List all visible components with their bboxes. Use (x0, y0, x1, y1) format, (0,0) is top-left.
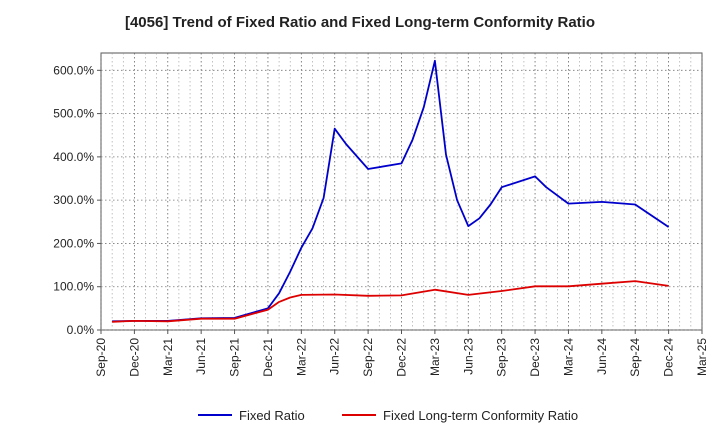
y-tick-label: 0.0% (67, 323, 95, 337)
x-tick-label: Dec-24 (662, 338, 676, 377)
x-tick-label: Jun-22 (328, 338, 342, 375)
series-line (112, 59, 670, 323)
plot-area (100, 52, 703, 331)
y-tick-label: 600.0% (53, 63, 94, 77)
y-tick-label: 200.0% (53, 236, 94, 250)
y-axis-ticks: 0.0% 100.0% 200.0% 300.0% 400.0% 500.0% 600.0% (53, 63, 101, 337)
x-tick-label: Jun-21 (194, 338, 208, 375)
series-lines (112, 59, 670, 323)
x-tick-label: Dec-21 (261, 338, 275, 377)
legend-label: Fixed Ratio (239, 408, 305, 423)
series-line (112, 280, 669, 323)
x-tick-label: Mar-23 (428, 338, 442, 376)
x-tick-label: Sep-20 (94, 338, 108, 377)
chart-title: [4056] Trend of Fixed Ratio and Fixed Lo… (124, 14, 596, 31)
x-tick-label: Mar-25 (695, 338, 709, 376)
x-tick-label: Sep-22 (361, 338, 375, 377)
x-tick-label: Sep-23 (495, 338, 509, 377)
x-tick-label: Dec-23 (528, 338, 542, 377)
x-tick-label: Dec-20 (127, 338, 141, 377)
x-tick-label: Mar-21 (161, 338, 175, 376)
y-tick-label: 500.0% (53, 107, 94, 121)
x-tick-label: Mar-24 (561, 338, 575, 376)
x-tick-label: Mar-22 (294, 338, 308, 376)
y-tick-label: 100.0% (53, 280, 94, 294)
y-tick-label: 300.0% (53, 193, 94, 207)
x-axis-ticks: Sep-20 Dec-20 Mar-21 Jun-21 Sep-21 Dec-21 Mar-… (94, 330, 709, 377)
x-tick-label: Dec-22 (395, 338, 409, 377)
x-tick-label: Jun-24 (595, 338, 609, 375)
y-tick-label: 400.0% (53, 150, 94, 164)
x-tick-label: Jun-23 (461, 338, 475, 375)
legend-label: Fixed Long-term Conformity Ratio (383, 408, 578, 423)
legend: Fixed Ratio Fixed Long-term Conformity Ra… (198, 408, 578, 423)
x-tick-label: Sep-24 (628, 338, 642, 377)
x-tick-label: Sep-21 (228, 338, 242, 377)
